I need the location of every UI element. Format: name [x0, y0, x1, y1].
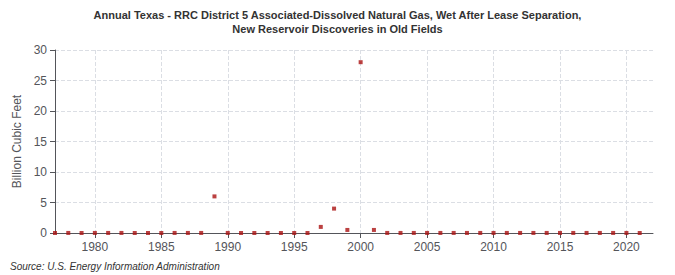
svg-text:25: 25	[34, 74, 48, 88]
svg-text:20: 20	[34, 104, 48, 118]
svg-text:1980: 1980	[82, 240, 109, 254]
svg-text:Billion Cubic Feet: Billion Cubic Feet	[10, 94, 24, 188]
svg-text:0: 0	[40, 226, 47, 240]
svg-text:New Reservoir Discoveries in O: New Reservoir Discoveries in Old Fields	[232, 23, 442, 35]
svg-text:Annual Texas - RRC District 5: Annual Texas - RRC District 5 Associated…	[94, 9, 582, 21]
svg-text:2000: 2000	[347, 240, 374, 254]
svg-text:10: 10	[34, 165, 48, 179]
svg-text:1995: 1995	[281, 240, 308, 254]
svg-text:15: 15	[34, 135, 48, 149]
svg-text:2020: 2020	[613, 240, 640, 254]
svg-text:2010: 2010	[480, 240, 507, 254]
svg-text:5: 5	[40, 196, 47, 210]
svg-text:2005: 2005	[414, 240, 441, 254]
svg-text:1990: 1990	[214, 240, 241, 254]
svg-text:30: 30	[34, 43, 48, 57]
svg-text:2015: 2015	[547, 240, 574, 254]
svg-text:Source: U.S. Energy Informatio: Source: U.S. Energy Information Administ…	[10, 261, 220, 272]
svg-text:1985: 1985	[148, 240, 175, 254]
